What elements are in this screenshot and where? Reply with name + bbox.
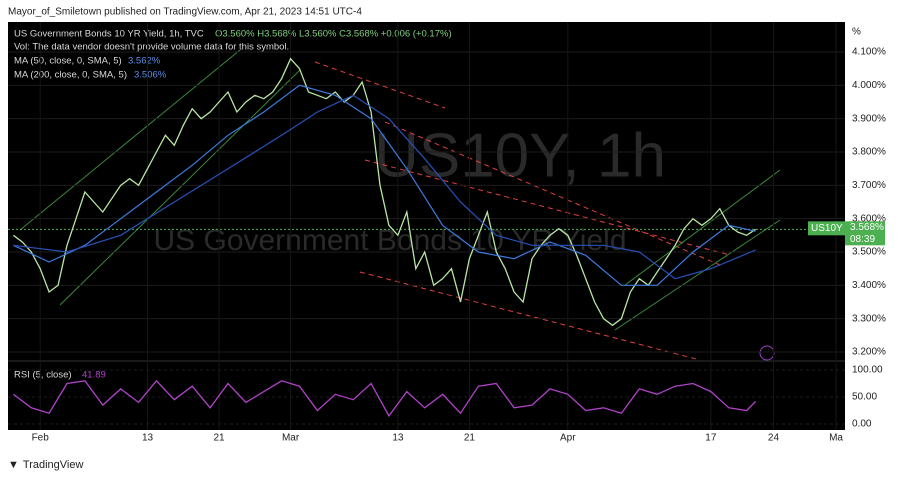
y-tick-label: 4.100% [852,47,886,58]
y-tick-label: 3.200% [852,347,886,358]
x-tick-label: 13 [142,433,154,444]
y-tick-label: 50.00 [852,392,877,403]
legend-ma200: MA (200, close, 0, SMA, 5) [14,70,127,81]
price-tag-price: 3.568% [850,222,884,233]
y-tick-label: 3.600% [852,213,886,224]
logo: ▼ [8,459,19,471]
series-line [13,379,757,418]
footer-brand: ▼ TradingView [8,459,83,471]
channel-line [614,219,781,331]
series-line [13,57,756,327]
x-tick-label: 24 [768,433,780,444]
y-tick-label: 3.300% [852,313,886,324]
price-tag-countdown: 08:39 [850,234,875,245]
x-tick-label: Feb [32,433,50,444]
x-tick-label: Mar [282,433,300,444]
series-line [13,84,756,286]
legend-ma200-value: 3.506% [134,70,167,81]
price-tag-symbol: US10Y [811,223,843,234]
legend-volume: Vol: The data vendor doesn't provide vol… [14,42,289,53]
legend-ma50-value: 3.562% [128,56,161,67]
axis-unit: % [852,27,861,38]
price-tag-bg [845,221,885,246]
trend-line [384,121,721,266]
channel-line [59,69,301,306]
x-tick-label: 21 [464,433,476,444]
legend-ohlc: O3.560% H3.568% L3.560% C3.568% +0.006 (… [215,29,452,40]
x-tick-label: Apr [560,433,576,444]
legend-rsi: RSI (5, close) [14,370,72,381]
y-tick-label: 100.00 [852,365,883,376]
series-line [13,94,756,280]
publisher: Mayor_of_Smiletown published on TradingV… [8,7,362,18]
channel-line [624,169,781,286]
x-tick-label: Ma [829,433,843,444]
y-tick-label: 0.00 [852,419,872,430]
x-tick-label: 13 [392,433,404,444]
x-tick-label: 21 [213,433,225,444]
y-tick-label: 3.400% [852,280,886,291]
legend-ma50: MA (50, close, 0, SMA, 5) [14,56,122,67]
y-tick-label: 3.800% [852,147,886,158]
x-tick-label: 17 [705,433,717,444]
trend-line [359,271,701,361]
y-tick-label: 3.500% [852,247,886,258]
price-tag-bg [808,221,845,236]
alert-icon[interactable] [759,345,775,361]
drawings [19,49,781,361]
trend-line [314,61,446,109]
y-tick-label: 3.700% [852,180,886,191]
channel-line [19,49,241,231]
legend-rsi-value: 41.89 [82,370,106,381]
y-tick-label: 4.000% [852,80,886,91]
brand: TradingView [23,459,84,471]
y-tick-label: 3.900% [852,113,886,124]
legend-symbol: US Government Bonds 10 YR Yield, 1h, TVC [14,29,204,40]
